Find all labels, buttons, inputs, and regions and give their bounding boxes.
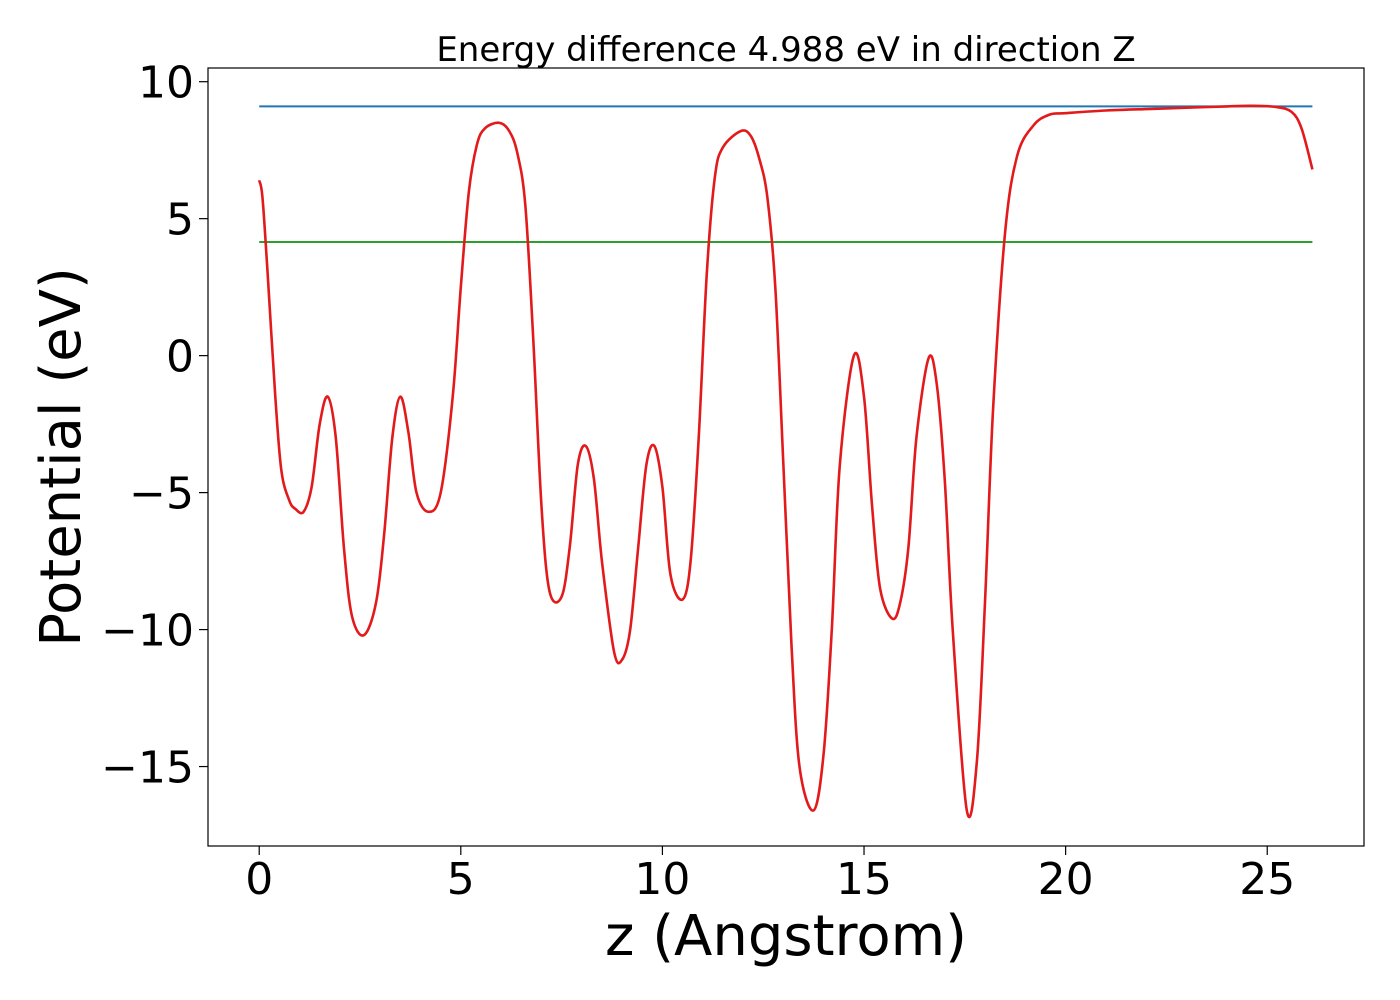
x-tick-label: 10	[634, 854, 690, 905]
y-tick-label: −5	[129, 469, 194, 520]
x-tick-label: 0	[245, 854, 273, 905]
y-tick-label: 0	[166, 332, 194, 383]
x-axis-ticks: 0 5 10 15 20 25	[245, 846, 1295, 905]
chart-title: Energy difference 4.988 eV in direction …	[436, 30, 1135, 70]
x-tick-label: 15	[836, 854, 892, 905]
series-layer	[257, 104, 1314, 819]
x-tick-label: 5	[447, 854, 475, 905]
x-tick-label: 25	[1239, 854, 1295, 905]
y-tick-label: 5	[166, 195, 194, 246]
series-line-potential	[257, 104, 1314, 819]
y-tick-label: −10	[101, 606, 194, 657]
y-tick-label: 10	[138, 58, 194, 109]
plot-frame	[207, 67, 1365, 847]
y-axis-label: Potential (eV)	[29, 267, 94, 647]
x-axis-label: z (Angstrom)	[605, 904, 967, 969]
x-tick-label: 20	[1038, 854, 1094, 905]
y-tick-label: −15	[101, 743, 194, 794]
y-axis-ticks: 10 5 0 −5 −10 −15	[101, 58, 208, 794]
